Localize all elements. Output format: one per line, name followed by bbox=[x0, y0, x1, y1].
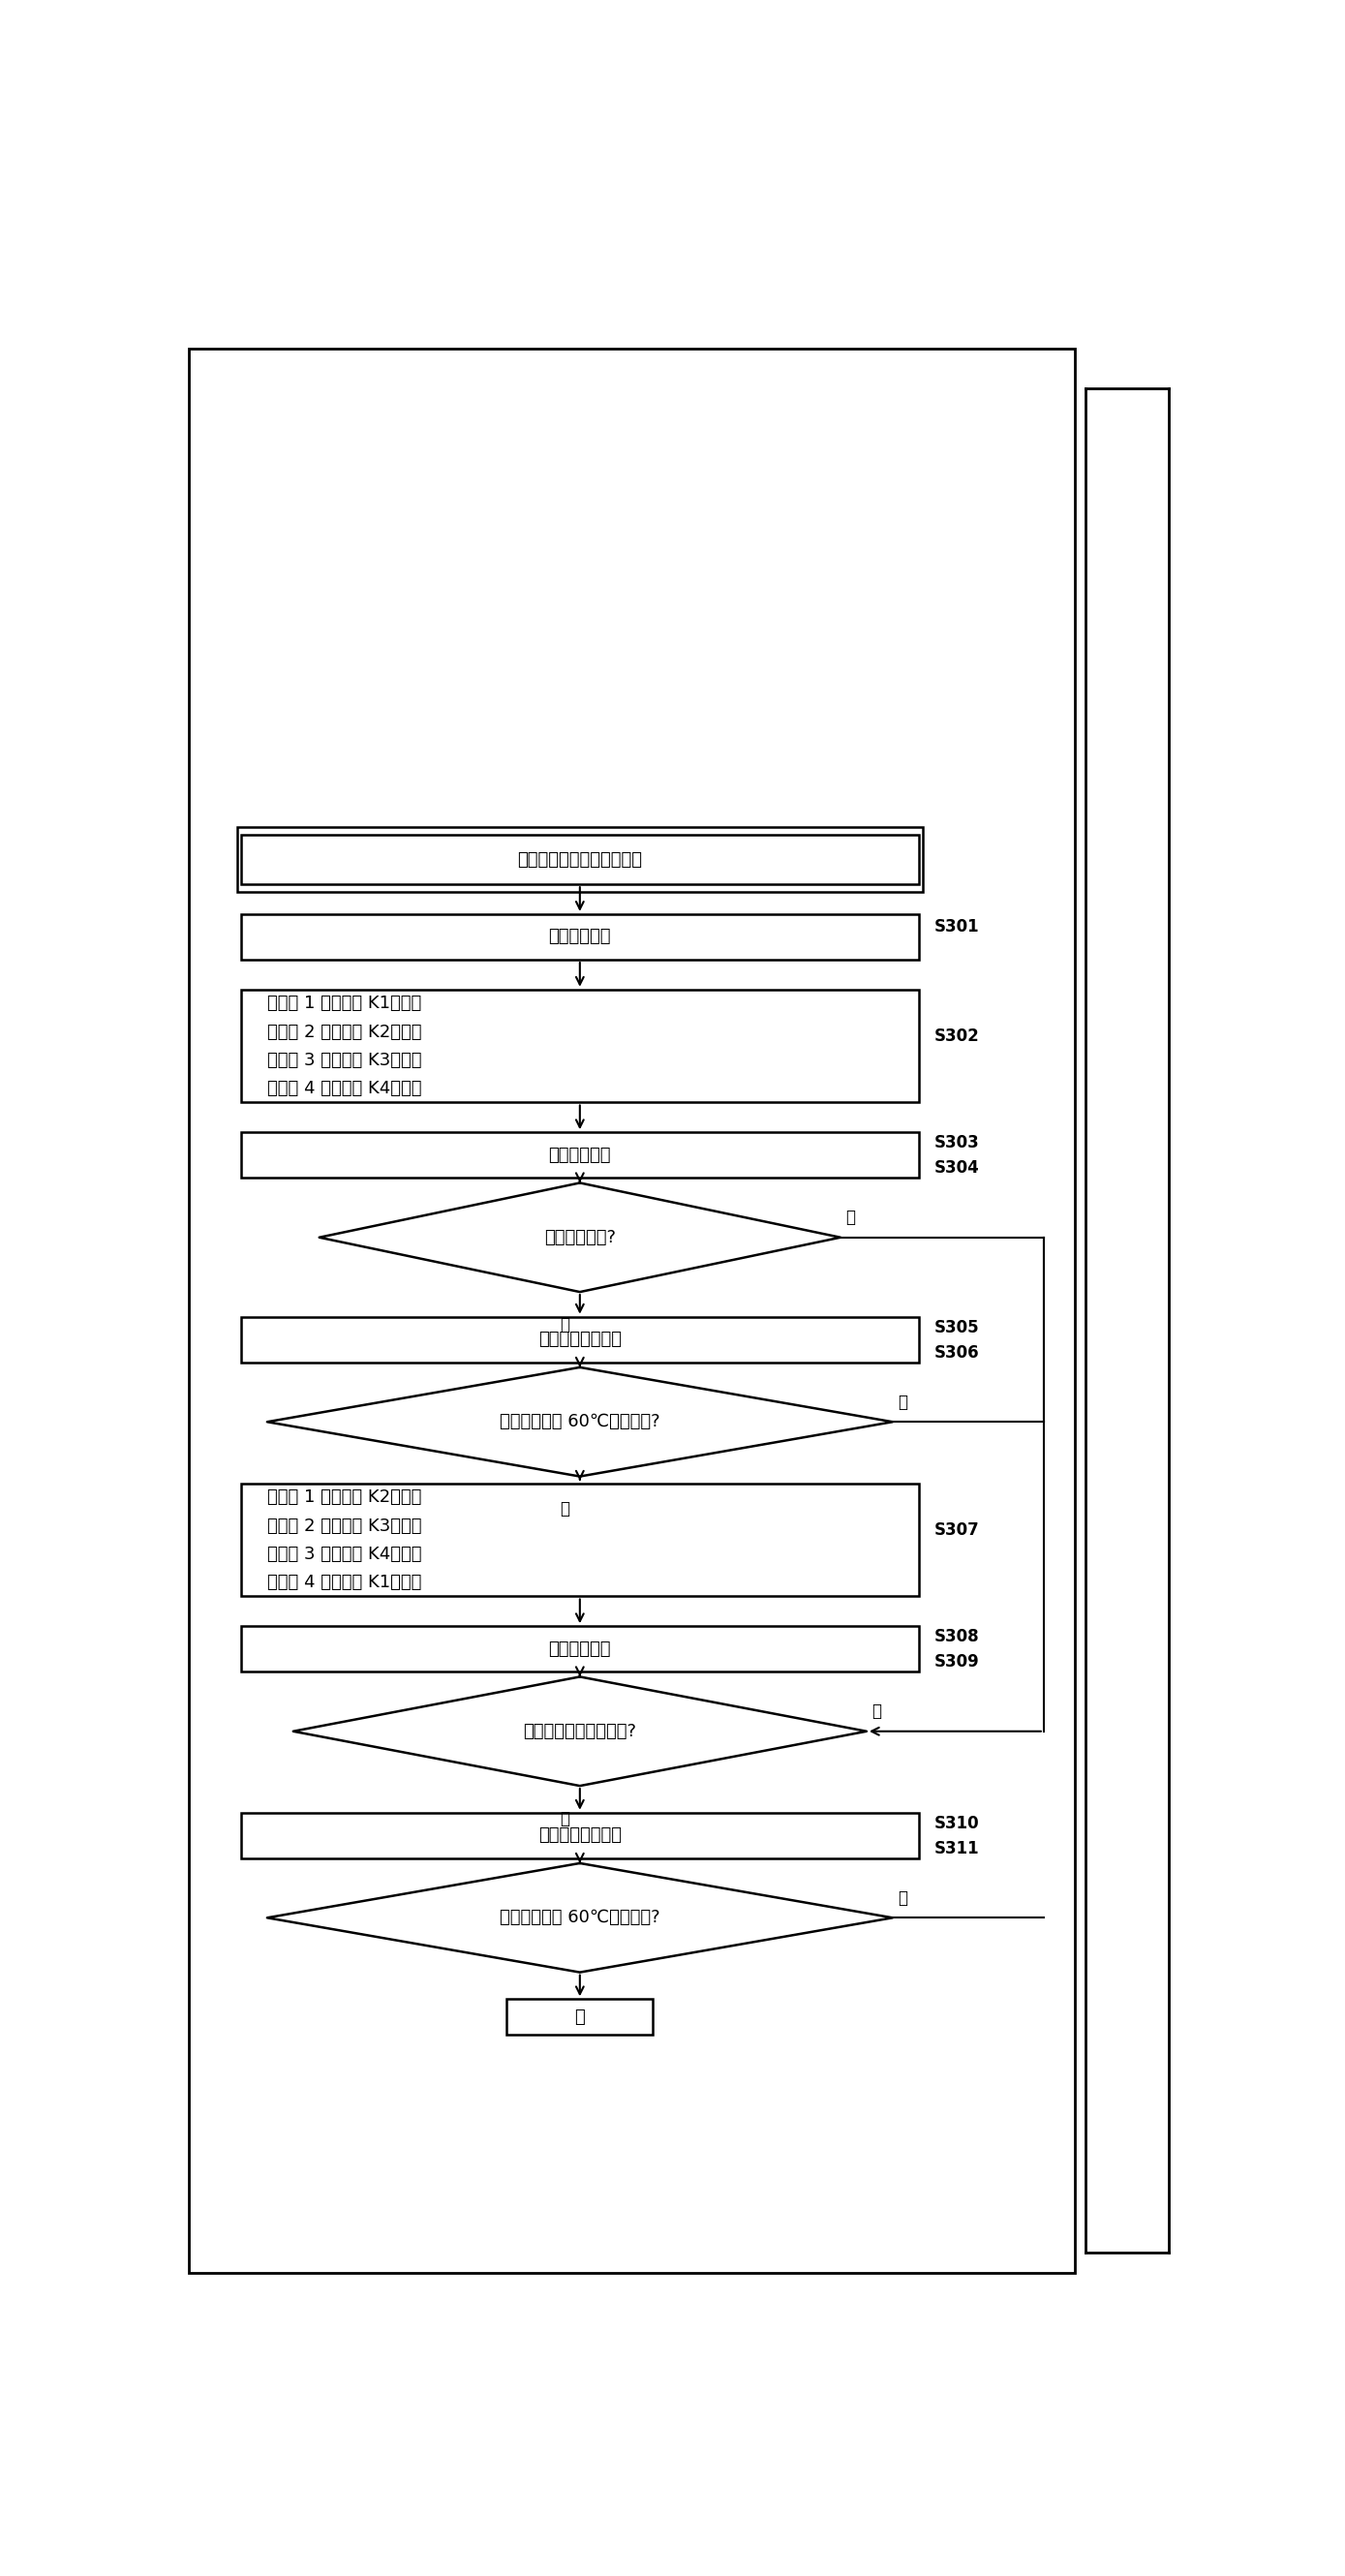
Text: 存在温度超过 60℃的打印头?: 存在温度超过 60℃的打印头? bbox=[500, 1414, 660, 1430]
FancyBboxPatch shape bbox=[241, 1316, 919, 1363]
FancyBboxPatch shape bbox=[241, 1814, 919, 1857]
Text: S311: S311 bbox=[935, 1839, 979, 1857]
Text: 打印第一页面: 打印第一页面 bbox=[549, 1146, 611, 1164]
Polygon shape bbox=[293, 1677, 866, 1785]
Text: 开始打印操作: 开始打印操作 bbox=[549, 927, 611, 945]
Text: 是: 是 bbox=[560, 1811, 569, 1826]
Text: S307: S307 bbox=[935, 1522, 979, 1538]
Text: S305: S305 bbox=[935, 1319, 979, 1337]
Text: 存在温度超过 60℃的打印头?: 存在温度超过 60℃的打印头? bbox=[500, 1909, 660, 1927]
FancyBboxPatch shape bbox=[507, 1999, 652, 2035]
FancyBboxPatch shape bbox=[237, 827, 923, 891]
Text: S301: S301 bbox=[935, 917, 979, 935]
Text: S306: S306 bbox=[935, 1345, 979, 1360]
Text: 否: 否 bbox=[898, 1888, 908, 1906]
Text: 否: 否 bbox=[872, 1703, 881, 1721]
Text: S310: S310 bbox=[935, 1814, 979, 1832]
Text: 否: 否 bbox=[846, 1208, 855, 1226]
Text: 打印第二页面: 打印第二页面 bbox=[549, 1641, 611, 1659]
Text: 将光栅 4 与打印头 K4相关联: 将光栅 4 与打印头 K4相关联 bbox=[268, 1079, 421, 1097]
Text: 将光栅 2 与打印头 K3相关联: 将光栅 2 与打印头 K3相关联 bbox=[268, 1517, 421, 1535]
Text: 将光栅 3 与打印头 K4相关联: 将光栅 3 与打印头 K4相关联 bbox=[268, 1546, 421, 1564]
Polygon shape bbox=[268, 1862, 893, 1973]
Text: 否: 否 bbox=[898, 1394, 908, 1412]
Text: S302: S302 bbox=[935, 1028, 979, 1046]
FancyBboxPatch shape bbox=[241, 1625, 919, 1672]
FancyBboxPatch shape bbox=[241, 1484, 919, 1597]
Text: 将光栅 2 与打印头 K2相关联: 将光栅 2 与打印头 K2相关联 bbox=[268, 1023, 421, 1041]
FancyBboxPatch shape bbox=[241, 1133, 919, 1177]
Polygon shape bbox=[319, 1182, 841, 1293]
Text: 继续打印操作?: 继续打印操作? bbox=[543, 1229, 616, 1247]
Polygon shape bbox=[268, 1368, 893, 1476]
FancyBboxPatch shape bbox=[241, 835, 919, 884]
Text: 是: 是 bbox=[560, 1316, 569, 1334]
Text: 将光栅 3 与打印头 K3相关联: 将光栅 3 与打印头 K3相关联 bbox=[268, 1051, 421, 1069]
Text: S304: S304 bbox=[935, 1159, 979, 1177]
Text: 是: 是 bbox=[574, 2009, 585, 2025]
Text: 检查打印头的温度: 检查打印头的温度 bbox=[538, 1332, 621, 1347]
Text: 检查打印头的温度: 检查打印头的温度 bbox=[538, 1826, 621, 1844]
FancyBboxPatch shape bbox=[241, 914, 919, 961]
Text: S303: S303 bbox=[935, 1133, 979, 1151]
Text: 是: 是 bbox=[560, 1499, 569, 1517]
FancyBboxPatch shape bbox=[188, 348, 1075, 2272]
FancyBboxPatch shape bbox=[241, 989, 919, 1103]
Text: 将光栅 1 与打印头 K1相关联: 将光栅 1 与打印头 K1相关联 bbox=[268, 994, 421, 1012]
Text: 是否需要继续打印操作?: 是否需要继续打印操作? bbox=[523, 1723, 636, 1739]
Text: S309: S309 bbox=[935, 1654, 979, 1672]
Text: 将光栅 1 与打印头 K2相关联: 将光栅 1 与打印头 K2相关联 bbox=[268, 1489, 421, 1507]
Text: 将光栅 4 与打印头 K1相关联: 将光栅 4 与打印头 K1相关联 bbox=[268, 1574, 421, 1592]
Text: 用于控制打印头温度的序列: 用于控制打印头温度的序列 bbox=[518, 850, 643, 868]
Text: S308: S308 bbox=[935, 1628, 979, 1646]
